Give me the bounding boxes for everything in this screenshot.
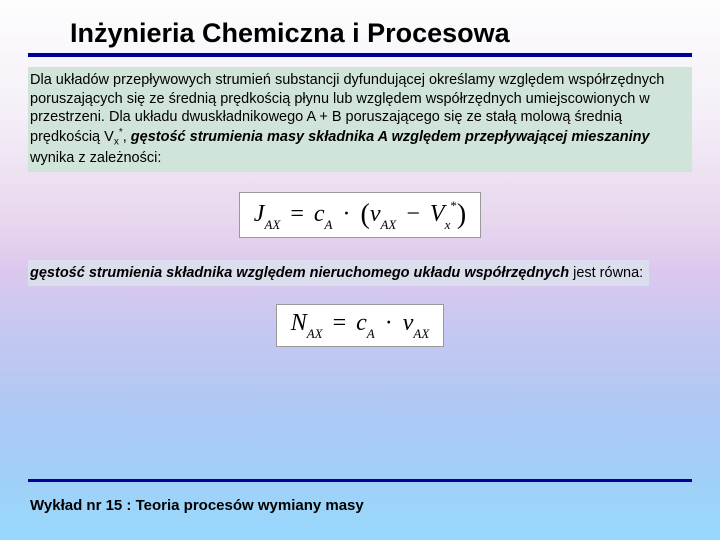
eq1-v2-sub: x — [445, 217, 451, 232]
eq2-dot: · — [381, 310, 397, 336]
eq2-c: c — [356, 310, 367, 336]
eq1-dot: · — [339, 201, 355, 227]
equation-1: JAX = cA · (vAX − Vx*) — [239, 192, 481, 238]
footer-rule — [28, 479, 692, 482]
page-title: Inżynieria Chemiczna i Procesowa — [70, 18, 692, 49]
eq2-c-sub: A — [367, 326, 375, 341]
eq2-v: v — [403, 310, 414, 336]
eq1-minus: − — [402, 201, 424, 227]
p1-bold: gęstość strumienia masy składnika A wzgl… — [131, 128, 650, 144]
p1-text-3: wynika z zależności: — [30, 150, 161, 166]
footer-text: Wykład nr 15 : Teoria procesów wymiany m… — [30, 497, 364, 514]
eq1-rp: ) — [457, 199, 466, 230]
eq1-lp: ( — [361, 199, 370, 230]
eq2-lhs: N — [291, 310, 307, 336]
eq1-c-sub: A — [325, 217, 333, 232]
eq1-v2: V — [430, 201, 445, 227]
equation-2: NAX = cA · vAX — [276, 304, 445, 347]
eq1-v1: v — [370, 201, 381, 227]
paragraph-2: gęstość strumienia składnika względem ni… — [28, 260, 649, 287]
p1-text-2: , — [123, 128, 131, 144]
p2-bold: gęstość strumienia składnika względem ni… — [30, 265, 569, 281]
equation-1-wrap: JAX = cA · (vAX − Vx*) — [28, 192, 692, 238]
title-rule — [28, 53, 692, 57]
paragraph-1: Dla układów przepływowych strumień subst… — [28, 67, 692, 172]
eq1-lhs-sub: AX — [264, 217, 280, 232]
slide: Inżynieria Chemiczna i Procesowa Dla ukł… — [0, 0, 720, 540]
eq1-v1-sub: AX — [380, 217, 396, 232]
eq1-v2-sup: * — [450, 198, 457, 213]
paragraph-2-row: gęstość strumienia składnika względem ni… — [28, 260, 692, 305]
p2-text: jest równa: — [569, 265, 643, 281]
eq1-eq: = — [286, 201, 308, 227]
equation-2-wrap: NAX = cA · vAX — [28, 304, 692, 347]
eq2-eq: = — [329, 310, 351, 336]
p1-sub: x — [114, 136, 119, 147]
eq1-lhs: J — [254, 201, 265, 227]
eq2-lhs-sub: AX — [307, 326, 323, 341]
eq1-c: c — [314, 201, 325, 227]
eq2-v-sub: AX — [413, 326, 429, 341]
